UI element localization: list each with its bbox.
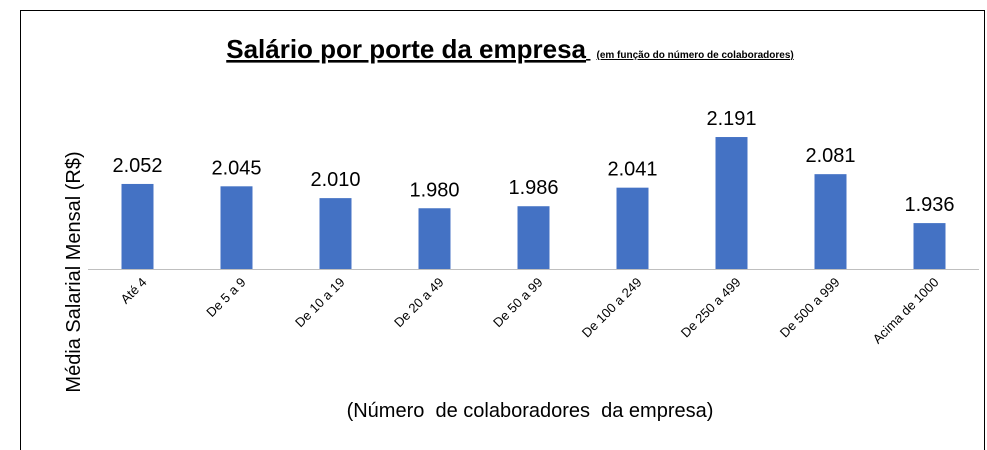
- x-tick-label: De 50 a 99: [490, 275, 546, 331]
- x-tick-label: De 500 a 999: [777, 275, 843, 341]
- x-tick-label: De 10 a 19: [292, 275, 348, 331]
- chart-frame: [20, 10, 985, 450]
- value-label: 1.980: [409, 179, 459, 201]
- bar: [319, 198, 352, 269]
- chart-title-group: Salário por porte da empresa (em função …: [226, 34, 794, 64]
- chart-title: Salário por porte da empresa: [226, 34, 586, 64]
- bar: [121, 183, 154, 269]
- bar: [814, 174, 847, 269]
- x-tick-label: Até 4: [118, 275, 150, 307]
- bar: [913, 223, 946, 269]
- bar: [715, 137, 748, 269]
- value-label: 2.045: [211, 157, 261, 179]
- x-tick-label: De 5 a 9: [203, 275, 248, 320]
- x-tick-label: De 100 a 249: [579, 275, 645, 341]
- value-label: 2.052: [112, 155, 162, 177]
- value-label: 2.081: [805, 145, 855, 167]
- x-tick-label: De 20 a 49: [391, 275, 447, 331]
- bar: [517, 206, 550, 269]
- x-tick-label: Acima de 1000: [870, 275, 942, 347]
- bar: [220, 186, 253, 269]
- y-axis-label: Média Salarial Mensal (R$): [63, 151, 85, 392]
- bar: [616, 187, 649, 269]
- value-label: 2.191: [706, 108, 756, 130]
- bar: [418, 208, 451, 269]
- x-axis-label: (Número de colaboradores da empresa): [347, 400, 714, 422]
- value-label: 2.010: [310, 169, 360, 191]
- chart-subtitle: (em função do número de colaboradores): [596, 50, 793, 61]
- value-label: 1.986: [508, 177, 558, 199]
- value-label: 2.041: [607, 159, 657, 181]
- x-tick-label: De 250 a 499: [678, 275, 744, 341]
- value-label: 1.936: [904, 194, 954, 216]
